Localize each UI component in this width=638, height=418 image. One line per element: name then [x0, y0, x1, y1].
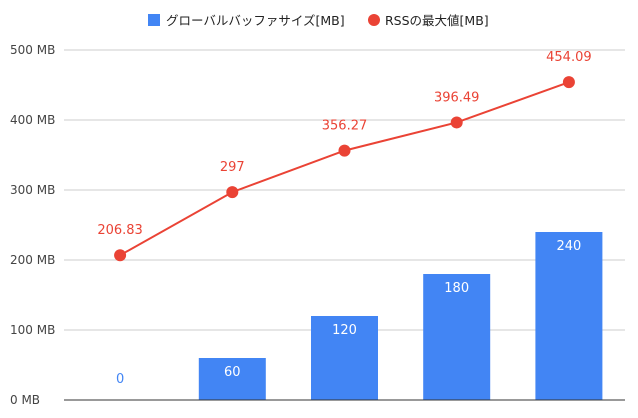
line-value-label: 297 [220, 160, 245, 175]
line-value-label: 396.49 [434, 90, 480, 105]
bar-value-label: 180 [444, 281, 469, 296]
bar [423, 274, 491, 400]
line-point [338, 144, 351, 157]
y-tick-label: 200 MB [10, 253, 55, 267]
legend-swatch-bar-series [148, 14, 160, 26]
data-labels: 0 60 120 180 240 206.83 297 356.27 396.49 454.09 [97, 50, 591, 387]
bar [198, 358, 266, 400]
line-point [450, 116, 463, 129]
bar [311, 316, 378, 400]
y-tick-label: 400 MB [10, 113, 55, 127]
legend: グローバルバッファサイズ[MB] RSSの最大値[MB] [148, 13, 489, 28]
legend-label-bar-series: グローバルバッファサイズ[MB] [166, 13, 345, 28]
bar-value-label: 60 [224, 365, 241, 380]
bar-value-label: 0 [116, 372, 124, 387]
line-value-label: 356.27 [322, 119, 368, 134]
bar-value-label: 120 [332, 323, 357, 338]
y-tick-label: 500 MB [10, 43, 55, 57]
line-point [562, 76, 575, 89]
line-point [114, 249, 127, 262]
bar-value-label: 240 [556, 239, 581, 254]
legend-swatch-line-series [368, 14, 380, 26]
bar-series [198, 232, 603, 400]
gridlines [64, 49, 625, 331]
y-tick-label: 300 MB [10, 183, 55, 197]
line-value-label: 454.09 [546, 50, 592, 65]
y-tick-label: 100 MB [10, 323, 55, 337]
line-point [226, 186, 239, 199]
y-axis-ticks: 0 MB 100 MB 200 MB 300 MB 400 MB 500 MB [10, 43, 55, 407]
bar [535, 232, 603, 400]
line-value-label: 206.83 [97, 223, 143, 238]
legend-label-line-series: RSSの最大値[MB] [385, 13, 489, 28]
y-tick-label: 0 MB [10, 393, 40, 407]
series-line [119, 81, 570, 257]
line-series [114, 76, 575, 262]
